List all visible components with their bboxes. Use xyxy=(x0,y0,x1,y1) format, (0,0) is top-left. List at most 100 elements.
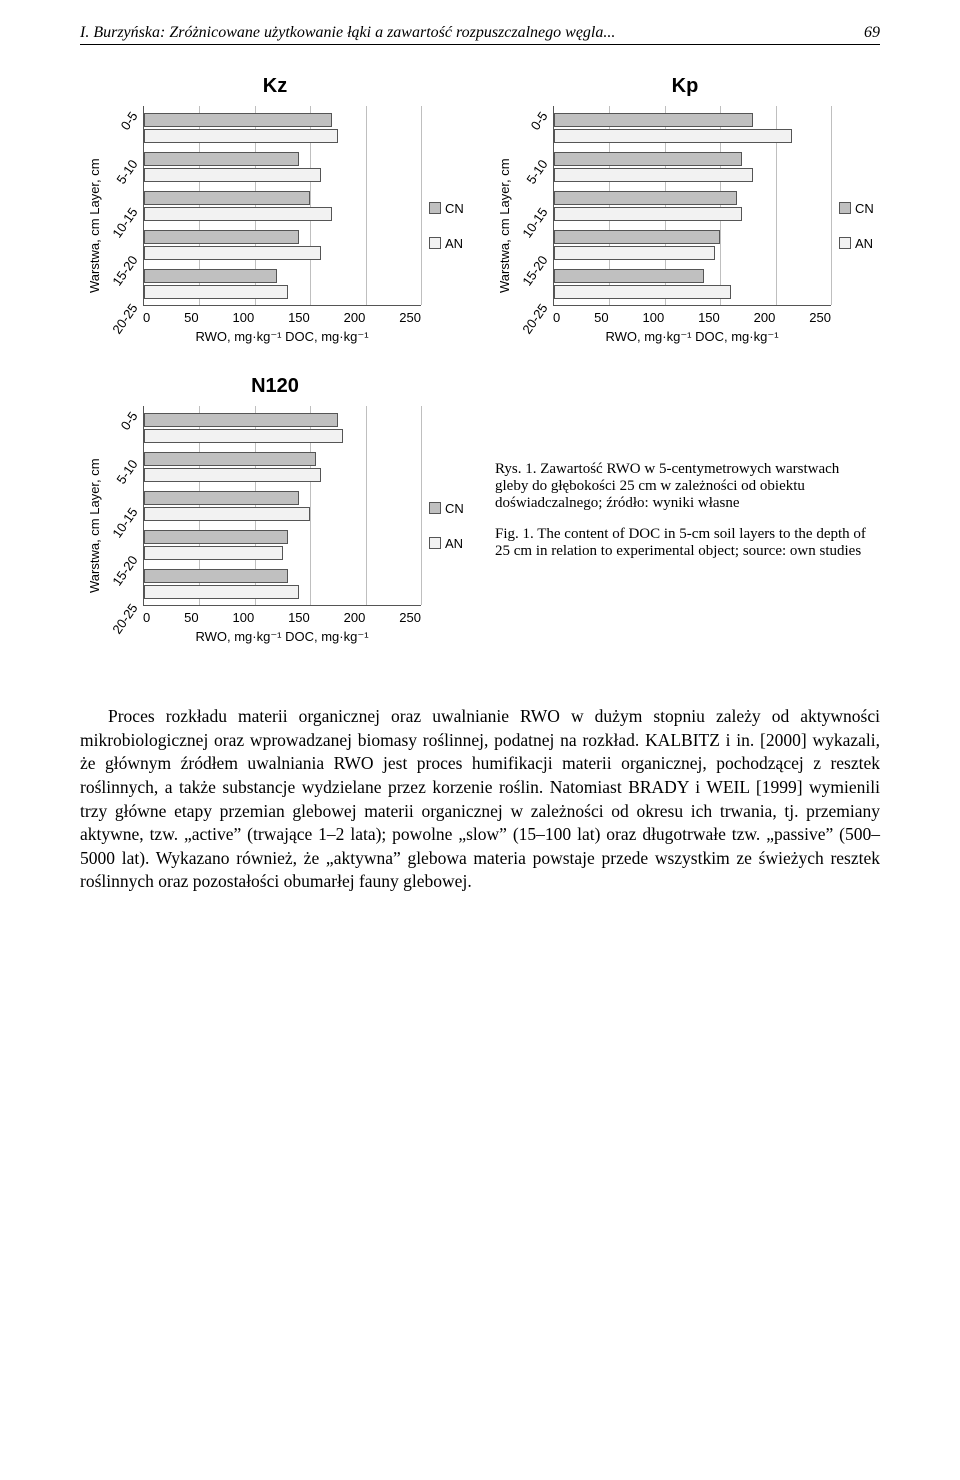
y-tick: 15-20 xyxy=(515,253,550,294)
y-tick: 15-20 xyxy=(105,553,140,594)
bar-cn xyxy=(554,113,753,127)
y-tick: 5-10 xyxy=(105,157,140,198)
y-axis-label: Warstwa, cm Layer, cm xyxy=(495,106,513,345)
x-tick: 200 xyxy=(344,610,366,625)
bar-group xyxy=(554,110,831,146)
bar-an xyxy=(554,207,742,221)
legend: CN AN xyxy=(421,406,465,645)
bar-an xyxy=(554,285,731,299)
legend-swatch xyxy=(429,502,441,514)
bar-group xyxy=(554,266,831,302)
bar-group xyxy=(144,110,421,146)
x-tick: 150 xyxy=(698,310,720,325)
bar-cn xyxy=(554,230,720,244)
bar-group xyxy=(144,188,421,224)
bar-group xyxy=(554,227,831,263)
y-tick: 10-15 xyxy=(105,205,140,246)
legend-item: CN xyxy=(429,501,465,516)
bar-cn xyxy=(144,269,277,283)
legend: CN AN xyxy=(831,106,875,345)
bar-group xyxy=(144,410,421,446)
legend-label: AN xyxy=(445,236,463,251)
legend-swatch xyxy=(429,537,441,549)
chart-title: Kz xyxy=(85,75,465,98)
chart-kz: KzWarstwa, cm Layer, cm0-55-1010-1515-20… xyxy=(85,75,465,345)
bar-cn xyxy=(554,269,704,283)
bar-cn xyxy=(144,191,310,205)
x-tick: 200 xyxy=(754,310,776,325)
bar-an xyxy=(144,168,321,182)
bar-cn xyxy=(144,152,299,166)
bar-group xyxy=(554,188,831,224)
x-tick: 200 xyxy=(344,310,366,325)
bar-cn xyxy=(144,491,299,505)
bar-group xyxy=(144,266,421,302)
bar-an xyxy=(554,129,792,143)
x-tick: 50 xyxy=(594,310,608,325)
bar-an xyxy=(144,546,283,560)
chart-kp: KpWarstwa, cm Layer, cm0-55-1010-1515-20… xyxy=(495,75,875,345)
bar-group xyxy=(144,566,421,602)
legend-label: CN xyxy=(855,201,874,216)
bar-group xyxy=(554,149,831,185)
x-axis-label: RWO, mg·kg⁻¹ DOC, mg·kg⁻¹ xyxy=(143,325,421,345)
legend-swatch xyxy=(429,237,441,249)
legend-item: AN xyxy=(429,236,465,251)
legend-label: AN xyxy=(855,236,873,251)
bar-an xyxy=(554,168,753,182)
bar-an xyxy=(144,246,321,260)
legend-item: AN xyxy=(839,236,875,251)
y-tick: 20-25 xyxy=(105,600,140,641)
x-tick: 150 xyxy=(288,310,310,325)
running-head-text: I. Burzyńska: Zróżnicowane użytkowanie ł… xyxy=(80,24,615,42)
bar-cn xyxy=(144,230,299,244)
bar-an xyxy=(554,246,715,260)
bar-cn xyxy=(144,413,338,427)
bar-an xyxy=(144,468,321,482)
x-tick: 150 xyxy=(288,610,310,625)
y-tick: 10-15 xyxy=(515,205,550,246)
x-tick: 100 xyxy=(642,310,664,325)
y-tick: 0-5 xyxy=(515,109,550,150)
legend-item: CN xyxy=(429,201,465,216)
bar-an xyxy=(144,585,299,599)
x-tick: 0 xyxy=(143,310,150,325)
bar-group xyxy=(144,527,421,563)
bar-cn xyxy=(554,191,737,205)
x-tick: 0 xyxy=(143,610,150,625)
x-tick: 50 xyxy=(184,310,198,325)
bar-cn xyxy=(144,452,316,466)
bar-group xyxy=(144,449,421,485)
x-tick: 250 xyxy=(809,310,831,325)
x-tick: 250 xyxy=(399,610,421,625)
legend-label: CN xyxy=(445,201,464,216)
x-tick: 0 xyxy=(553,310,560,325)
y-tick: 20-25 xyxy=(515,300,550,341)
y-tick: 5-10 xyxy=(105,457,140,498)
page-number: 69 xyxy=(864,24,880,42)
legend-swatch xyxy=(429,202,441,214)
bar-group xyxy=(144,488,421,524)
x-tick: 100 xyxy=(232,310,254,325)
legend-item: CN xyxy=(839,201,875,216)
x-tick: 250 xyxy=(399,310,421,325)
y-axis-label: Warstwa, cm Layer, cm xyxy=(85,106,103,345)
bar-an xyxy=(144,129,338,143)
bar-cn xyxy=(144,569,288,583)
bar-cn xyxy=(144,530,288,544)
y-tick: 10-15 xyxy=(105,505,140,546)
caption-en: Fig. 1. The content of DOC in 5-cm soil … xyxy=(495,526,875,560)
legend-item: AN xyxy=(429,536,465,551)
caption-pl: Rys. 1. Zawartość RWO w 5-centymetrowych… xyxy=(495,461,875,512)
x-tick: 50 xyxy=(184,610,198,625)
bar-group xyxy=(144,149,421,185)
bar-an xyxy=(144,207,332,221)
bar-an xyxy=(144,285,288,299)
figure-captions: Rys. 1. Zawartość RWO w 5-centymetrowych… xyxy=(495,375,875,645)
x-axis-label: RWO, mg·kg⁻¹ DOC, mg·kg⁻¹ xyxy=(143,625,421,645)
y-tick: 5-10 xyxy=(515,157,550,198)
chart-n120: N120Warstwa, cm Layer, cm0-55-1010-1515-… xyxy=(85,375,465,645)
y-tick: 0-5 xyxy=(105,109,140,150)
y-tick: 20-25 xyxy=(105,300,140,341)
legend-label: CN xyxy=(445,501,464,516)
